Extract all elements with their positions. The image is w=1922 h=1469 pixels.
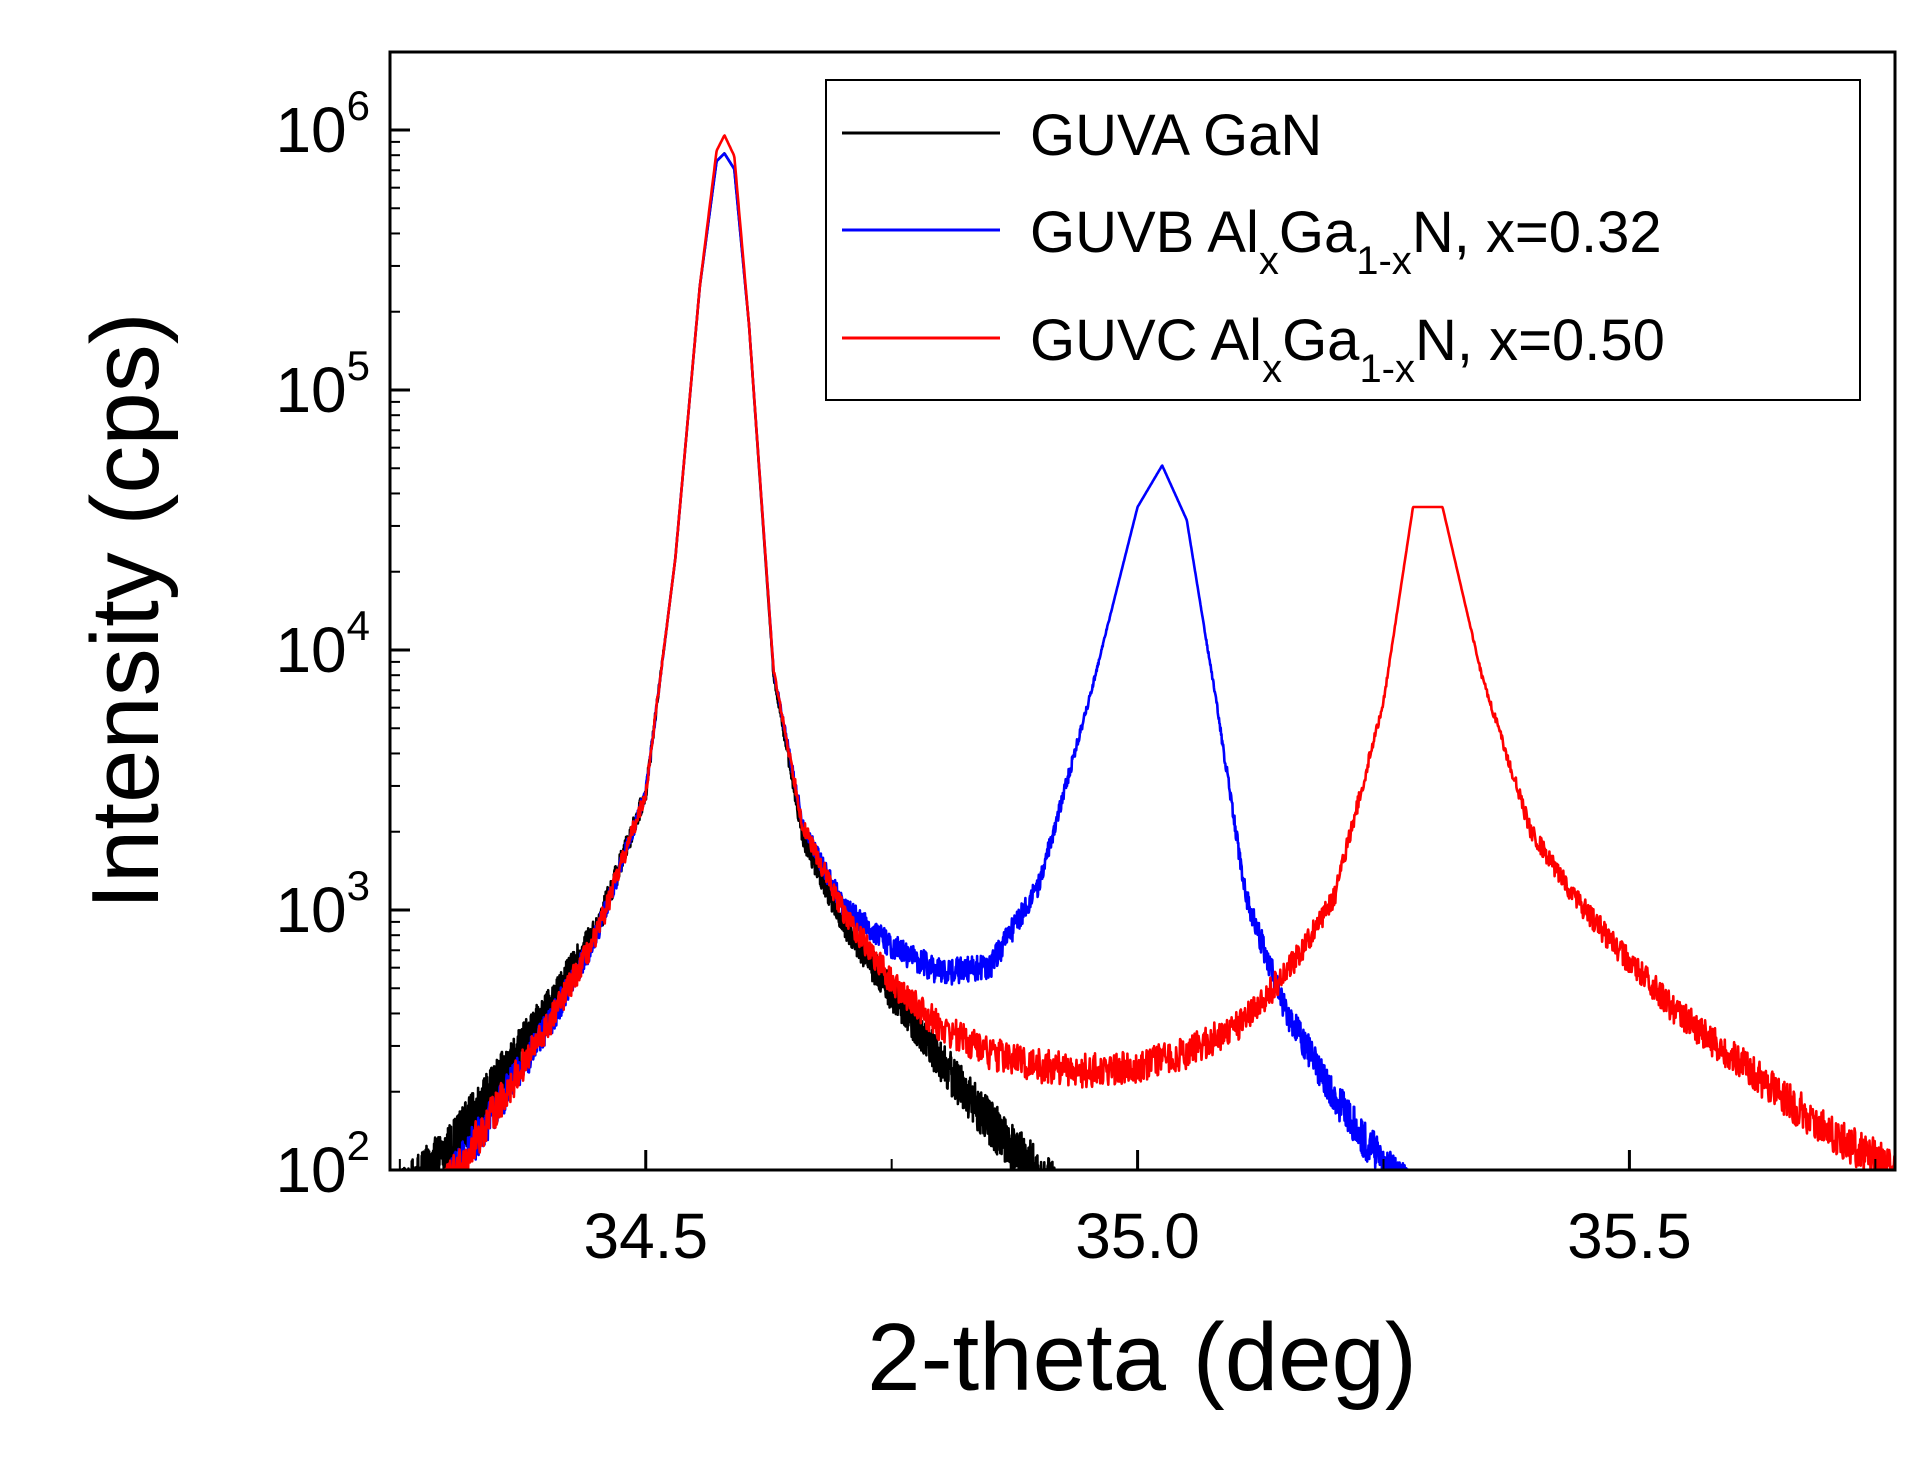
series-layer: [401, 134, 1895, 1170]
legend-label-2: GUVB AlxGa1-xN, x=0.32: [1030, 200, 1662, 283]
y-axis-title: Intensity (cps): [72, 312, 179, 910]
y-tick-label: 102: [275, 1122, 370, 1206]
y-axis-ticks: 102 103 104 105 106: [275, 82, 410, 1206]
x-axis-title: 2-theta (deg): [867, 1304, 1417, 1411]
x-tick-label: 34.5: [583, 1200, 708, 1272]
legend-label-1: GUVA GaN: [1030, 103, 1322, 168]
y-tick-label: 103: [275, 862, 370, 946]
y-tick-label: 105: [275, 342, 370, 426]
x-axis-ticks: 34.5 35.0 35.5: [398, 1150, 1877, 1272]
legend-label-3: GUVC AlxGa1-xN, x=0.50: [1030, 308, 1665, 391]
series-line-3: [444, 134, 1895, 1170]
x-tick-label: 35.5: [1567, 1200, 1692, 1272]
y-tick-label: 104: [275, 602, 370, 686]
y-tick-label: 106: [275, 82, 370, 166]
legend: GUVA GaN GUVB AlxGa1-xN, x=0.32 GUVC AlxGa…: [825, 79, 1861, 401]
x-tick-label: 35.0: [1075, 1200, 1200, 1272]
plot-frame: [388, 50, 1897, 1172]
